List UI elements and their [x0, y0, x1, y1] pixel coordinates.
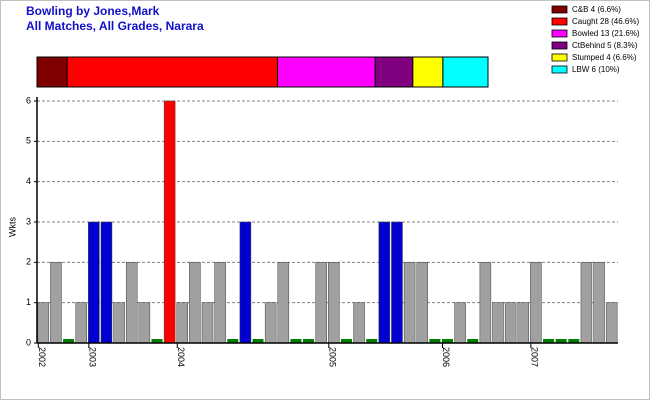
legend-swatch — [551, 65, 568, 74]
legend-swatch — [551, 53, 568, 62]
y-tick-label: 5 — [26, 136, 31, 146]
y-tick-label: 6 — [26, 95, 31, 105]
bar — [555, 339, 567, 343]
bar — [239, 221, 252, 344]
bar — [113, 302, 125, 344]
bar — [378, 221, 391, 344]
legend-label: LBW 6 (10%) — [572, 65, 620, 74]
bar — [530, 262, 542, 344]
legend-swatch — [551, 41, 568, 50]
bar — [340, 339, 352, 343]
bar — [467, 339, 479, 343]
bar — [163, 100, 176, 344]
bar — [125, 262, 138, 344]
bar — [416, 262, 428, 344]
x-tick-label: 2002 — [37, 347, 47, 367]
legend-label: Bowled 13 (21.6%) — [572, 29, 640, 38]
summary-segment — [442, 56, 489, 88]
bar — [138, 302, 151, 344]
y-tick-label: 2 — [26, 257, 31, 267]
bar — [88, 221, 100, 344]
bar — [214, 262, 226, 344]
chart-title: Bowling by Jones,Mark — [26, 4, 160, 18]
bar — [605, 302, 618, 344]
bar — [100, 221, 113, 344]
bar — [479, 262, 492, 344]
bar — [75, 302, 87, 344]
x-tick-label: 2006 — [441, 347, 451, 367]
bar — [454, 302, 466, 344]
legend-label: CtBehind 5 (8.3%) — [572, 41, 638, 50]
legend-label: C&B 4 (6.6%) — [572, 5, 621, 14]
chart-subtitle: All Matches, All Grades, Narara — [26, 19, 204, 33]
summary-segment — [66, 56, 279, 88]
y-tick-label: 1 — [26, 297, 31, 307]
bar — [353, 302, 365, 344]
bar — [504, 302, 517, 344]
y-tick-label: 4 — [26, 176, 31, 186]
bar — [176, 302, 188, 344]
bar — [580, 262, 593, 344]
bar — [328, 262, 340, 344]
summary-segment — [374, 56, 414, 88]
bar — [366, 339, 378, 343]
summary-segment — [412, 56, 444, 88]
y-tick-label: 3 — [26, 216, 31, 226]
bar — [517, 302, 530, 344]
legend-swatch — [551, 29, 568, 38]
bar — [429, 339, 441, 343]
bar — [290, 339, 302, 343]
y-tick-label: 0 — [26, 337, 31, 347]
bar — [227, 339, 239, 343]
summary-segment — [36, 56, 68, 88]
y-axis-label: Wkts — [7, 217, 17, 237]
bar — [189, 262, 201, 344]
bar — [201, 302, 214, 344]
bar — [303, 339, 315, 343]
bar — [441, 339, 453, 343]
bar — [63, 339, 75, 343]
bar — [593, 262, 605, 344]
x-tick-label: 2005 — [327, 347, 337, 367]
bar — [568, 339, 580, 343]
legend-label: Caught 28 (46.6%) — [572, 17, 639, 26]
x-tick-label: 2007 — [530, 347, 540, 367]
legend-swatch — [551, 17, 568, 26]
bar — [50, 262, 62, 344]
bar — [391, 221, 403, 344]
bar — [264, 302, 277, 344]
bar — [252, 339, 264, 343]
bar — [315, 262, 327, 344]
bar — [151, 339, 163, 343]
bar — [277, 262, 290, 344]
legend-label: Stumped 4 (6.6%) — [572, 53, 637, 62]
legend-swatch — [551, 5, 568, 14]
bar — [403, 262, 416, 344]
bar — [492, 302, 504, 344]
x-tick-label: 2003 — [87, 347, 97, 367]
bar — [543, 339, 555, 343]
x-tick-label: 2004 — [176, 347, 186, 367]
summary-segment — [277, 56, 376, 88]
bar — [37, 302, 50, 344]
